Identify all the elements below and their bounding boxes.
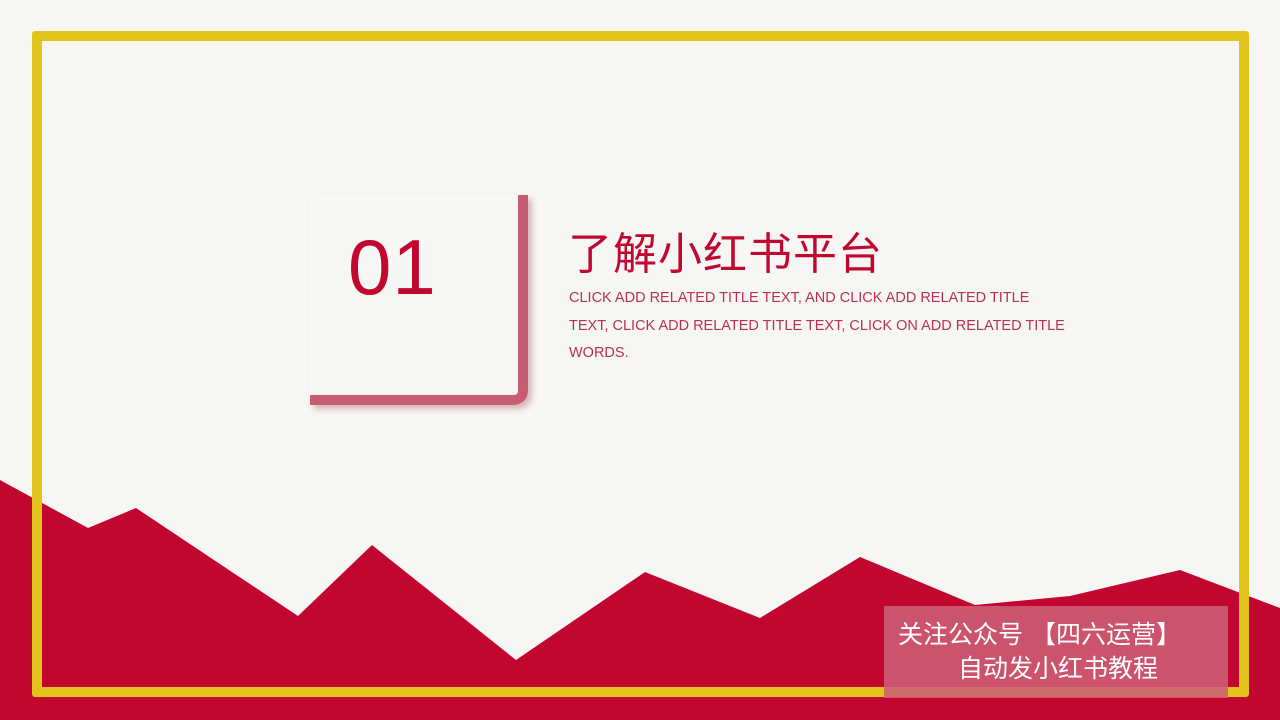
section-subtitle: CLICK ADD RELATED TITLE TEXT, AND CLICK … [569,290,1065,361]
section-number: 01 [348,223,437,311]
section-title: 了解小红书平台 [568,229,883,280]
watermark-line-1: 关注公众号 【四六运营】 [898,620,1181,649]
yellow-frame [32,31,1249,697]
number-corner-bracket [310,195,528,405]
watermark-line-2: 自动发小红书教程 [958,654,1159,683]
watermark-box: 关注公众号 【四六运营】 自动发小红书教程 [884,606,1228,698]
